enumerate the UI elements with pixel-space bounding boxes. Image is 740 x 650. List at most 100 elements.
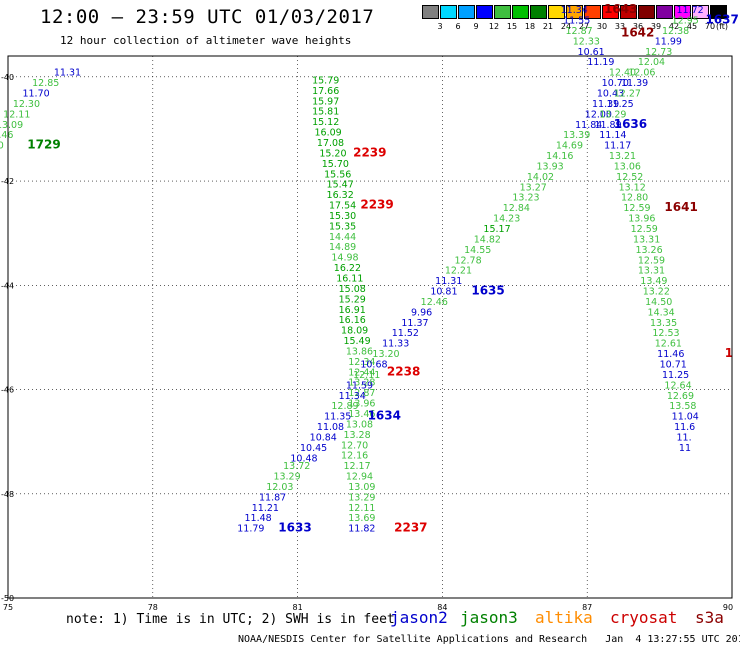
satellite-legend-s3a: s3a bbox=[695, 608, 724, 627]
wave-height-value: 11.46 bbox=[657, 349, 684, 360]
wave-height-value: 12.17 bbox=[343, 461, 370, 472]
wave-height-value: 14.16 bbox=[546, 151, 573, 162]
wave-height-value: 13.93 bbox=[537, 161, 564, 172]
satellite-legend-cryosat: cryosat bbox=[610, 608, 678, 627]
wave-height-value: 13.96 bbox=[348, 399, 375, 410]
wave-height-value: 13.29 bbox=[348, 492, 375, 503]
wave-height-value: 13.20 bbox=[372, 349, 399, 360]
wave-height-value: 15.30 bbox=[329, 211, 356, 222]
colorbar-swatch bbox=[656, 5, 673, 19]
colorbar-label: 3 bbox=[437, 22, 443, 31]
colorbar-label: 12 bbox=[488, 22, 500, 31]
wave-height-value: 12.21 bbox=[445, 266, 472, 277]
footer-credit: NOAA/NESDIS Center for Satellite Applica… bbox=[238, 634, 740, 645]
wave-height-value: 11.31 bbox=[435, 276, 462, 287]
wave-height-value: 15.35 bbox=[329, 221, 356, 232]
colorbar-swatch bbox=[440, 5, 457, 19]
wave-height-value: 12.52 bbox=[616, 172, 643, 183]
wave-height-value: 15.12 bbox=[312, 117, 339, 128]
wave-height-value: 15.79 bbox=[312, 75, 339, 86]
wave-height-value: 13.58 bbox=[669, 401, 696, 412]
wave-height-value: 11.52 bbox=[392, 328, 419, 339]
wave-height-value: 12.87 bbox=[565, 26, 592, 37]
colorbar-label: 30 bbox=[596, 22, 608, 31]
wave-height-value: 11.04 bbox=[672, 412, 699, 423]
colorbar-label: 21 bbox=[542, 22, 554, 31]
wave-height-value: 13.72 bbox=[283, 461, 310, 472]
wave-height-value: 11. bbox=[676, 432, 691, 443]
wave-height-value: 9.96 bbox=[411, 307, 432, 318]
wave-height-value: 16.09 bbox=[314, 128, 341, 139]
wave-height-value: 12.89 bbox=[331, 401, 358, 412]
pass-time-label: 1637 bbox=[705, 13, 738, 27]
wave-height-value: 14.69 bbox=[556, 141, 583, 152]
wave-height-value: 12.11 bbox=[348, 503, 375, 514]
lon-tick-label: 84 bbox=[437, 603, 447, 612]
colorbar-label: 27 bbox=[578, 22, 590, 31]
wave-height-value: 14.89 bbox=[329, 242, 356, 253]
wave-height-value: 11.55 bbox=[563, 16, 590, 27]
colorbar-swatch bbox=[710, 5, 727, 19]
pass-time-label: 2239 bbox=[353, 145, 386, 159]
pass-time-label: 1633 bbox=[278, 521, 311, 535]
wave-height-value: 11.25 bbox=[662, 370, 689, 381]
wave-height-value: 11.34 bbox=[339, 391, 366, 402]
wave-height-value: 15.47 bbox=[327, 180, 354, 191]
wave-height-value: 13.28 bbox=[343, 430, 370, 441]
pass-time-label: 2237 bbox=[394, 521, 427, 535]
wave-height-value: 13.31 bbox=[638, 266, 665, 277]
wave-height-value: 12.80 bbox=[621, 193, 648, 204]
wave-height-value: 13.46 bbox=[348, 409, 375, 420]
wave-height-value: 13.21 bbox=[609, 151, 636, 162]
wave-height-value: 11.37 bbox=[401, 318, 428, 329]
wave-height-value: 14.34 bbox=[648, 307, 675, 318]
colorbar-label: 18 bbox=[524, 22, 536, 31]
lon-tick-label: 78 bbox=[148, 603, 158, 612]
pass-time-label: 1635 bbox=[471, 284, 504, 298]
wave-height-value: 13.10 bbox=[0, 141, 4, 152]
wave-height-value: 10.81 bbox=[430, 287, 457, 298]
wave-height-value: 12.59 bbox=[638, 255, 665, 266]
wave-height-value: 15.49 bbox=[343, 336, 370, 347]
wave-height-value: 11.87 bbox=[259, 492, 286, 503]
colorbar-unit: (ft) bbox=[716, 22, 729, 31]
legend-note: note: 1) Time is in UTC; 2) SWH is in fe… bbox=[66, 612, 395, 627]
wave-height-value: 12.00 bbox=[585, 109, 612, 120]
wave-height-value: 15.08 bbox=[339, 284, 366, 295]
lon-tick-label: 75 bbox=[3, 603, 13, 612]
wave-height-value: 13.69 bbox=[348, 513, 375, 524]
wave-height-value: 15.56 bbox=[324, 169, 351, 180]
wave-height-value: 13.49 bbox=[640, 276, 667, 287]
wave-height-value: 16.32 bbox=[327, 190, 354, 201]
wave-height-value: 16.16 bbox=[339, 315, 366, 326]
wave-height-value: 15.81 bbox=[312, 107, 339, 118]
wave-height-value: 11.17 bbox=[604, 141, 631, 152]
wave-height-value: 17.66 bbox=[312, 86, 339, 97]
wave-height-value: 12.11 bbox=[353, 370, 380, 381]
wave-height-value: 11.39 bbox=[621, 78, 648, 89]
colorbar-label: 45 bbox=[686, 22, 698, 31]
colorbar-swatch bbox=[602, 5, 619, 19]
colorbar-swatch bbox=[548, 5, 565, 19]
wave-height-value: 11.6 bbox=[674, 422, 695, 433]
colorbar-swatch bbox=[674, 5, 691, 19]
wave-height-value: 14.55 bbox=[464, 245, 491, 256]
wave-height-value: 16.22 bbox=[334, 263, 361, 274]
wave-height-value: 13.08 bbox=[346, 419, 373, 430]
wave-height-value: 14.02 bbox=[527, 172, 554, 183]
map-title: 12:00 – 23:59 UTC 01/03/2017 bbox=[40, 6, 375, 28]
wave-height-value: 12.44 bbox=[348, 367, 375, 378]
wave-height-value: 18.09 bbox=[341, 326, 368, 337]
wave-height-value: 12.04 bbox=[638, 57, 665, 68]
wave-height-value: 12.73 bbox=[645, 47, 672, 58]
wave-height-value: 12.59 bbox=[631, 224, 658, 235]
wave-height-value: 12.30 bbox=[13, 99, 40, 110]
lon-tick-label: 90 bbox=[723, 603, 733, 612]
wave-height-value: 13.06 bbox=[614, 161, 641, 172]
colorbar-swatch bbox=[494, 5, 511, 19]
colorbar-label: 39 bbox=[650, 22, 662, 31]
wave-height-value: 13.23 bbox=[512, 193, 539, 204]
wave-height-value: 13.27 bbox=[520, 182, 547, 193]
wave-height-value: 16.91 bbox=[339, 305, 366, 316]
